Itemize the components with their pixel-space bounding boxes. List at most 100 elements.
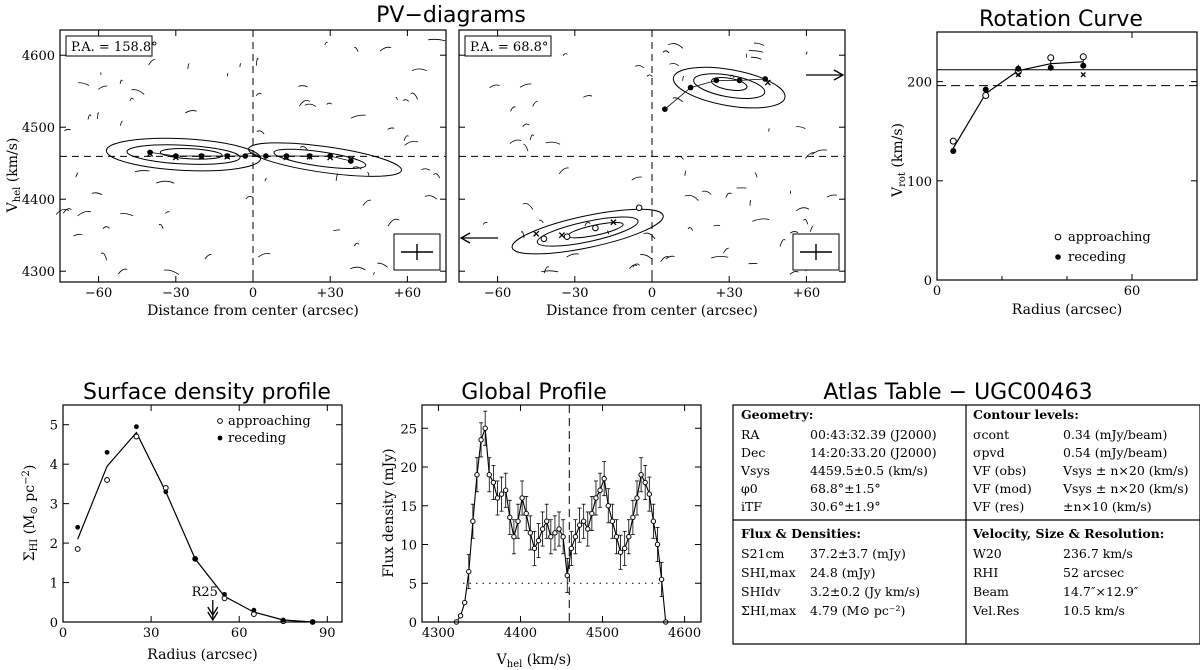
geometry-value: 4459.5±0.5 (km/s) [810, 463, 928, 478]
velocity-value: 52 arcsec [1063, 565, 1124, 580]
cross-point [558, 232, 565, 239]
approaching-point [1079, 53, 1087, 61]
noise-fragment [258, 253, 271, 258]
beam-box [393, 233, 441, 271]
velocity-key: W20 [973, 546, 1002, 561]
noise-fragment [156, 180, 175, 184]
atlas-table: Geometry: RA 00:43:32.39 (J2000) Dec 14:20:3… [732, 404, 1200, 645]
noise-fragment [120, 212, 134, 217]
geometry-key: Dec [741, 445, 765, 460]
x-tick-label: 0 [648, 286, 656, 301]
y-tick-label: 3 [50, 498, 58, 513]
noise-fragment [522, 202, 534, 210]
approaching-point [507, 514, 513, 521]
geometry-value: 00:43:32.39 (J2000) [810, 427, 937, 442]
y-tick-label: 200 [907, 76, 932, 91]
flux-key: SHIdv [741, 584, 781, 599]
noise-fragment [411, 68, 428, 72]
y-tick-label: 10 [400, 539, 417, 554]
cross-point [147, 150, 154, 157]
approaching-point [515, 518, 521, 524]
noise-fragment [779, 239, 786, 247]
model-line [150, 152, 351, 162]
receding-point [1047, 64, 1054, 71]
geometry-value: 14:20:33.20 (J2000) [810, 445, 937, 460]
noise-fragment [55, 209, 70, 215]
noise-fragment [702, 190, 712, 195]
x-tick-label: +30 [316, 286, 343, 301]
approaching-point [605, 503, 611, 509]
x-tick-label: +30 [715, 286, 742, 301]
noise-fragment [687, 227, 693, 231]
pv-diagram-1: P.A. = 158.8° −60 −30 0 +30 +60 4300 4400 4500 46… [22, 29, 447, 319]
noise-fragment [264, 178, 267, 182]
noise-fragment [640, 254, 653, 260]
approaching-point [556, 526, 562, 532]
noise-fragment [752, 218, 770, 222]
pa-label: P.A. = 68.8° [470, 40, 548, 55]
plot-frame [421, 404, 702, 623]
geometry-value: 30.6°±1.9° [810, 499, 881, 514]
noise-fragment [298, 85, 308, 88]
contour-line [248, 142, 403, 177]
approaching-point [466, 568, 472, 575]
noise-fragment [543, 266, 550, 274]
receding-point [163, 489, 169, 495]
noise-fragment [395, 96, 398, 100]
noise-fragment [662, 50, 670, 54]
approaching-point [527, 530, 534, 536]
approaching-point [982, 91, 990, 99]
receding-point [950, 148, 957, 155]
approaching-point [498, 491, 505, 497]
noise-contours [482, 42, 837, 275]
y-tick-label: 4 [50, 458, 58, 473]
approaching-point [646, 491, 653, 497]
emission-contours [511, 66, 786, 255]
receding-point [251, 607, 257, 613]
geometry-key: RA [741, 427, 760, 442]
approaching-point [630, 514, 636, 521]
noise-fragment [558, 167, 569, 175]
contour-line [536, 216, 639, 247]
noise-fragment [354, 47, 359, 53]
geometry-value: 68.8°±1.5° [810, 481, 881, 496]
receding-arrow [806, 69, 845, 81]
noise-fragment [796, 126, 806, 130]
noise-fragment [135, 170, 150, 173]
cross-stroke [172, 154, 179, 161]
approaching-point [490, 479, 497, 486]
noise-fragment [158, 224, 164, 229]
approaching-point [568, 545, 575, 552]
svg-text:Flux density (mJy): Flux density (mJy) [381, 448, 397, 577]
noise-fragment [350, 114, 366, 119]
cross-point [764, 79, 771, 86]
svg-text:ΣHI (M⊙ pc−2): ΣHI (M⊙ pc−2) [21, 465, 40, 562]
cross-stroke [610, 219, 617, 226]
noise-fragment [239, 63, 242, 67]
contours-key: σpvd [973, 445, 1005, 460]
approaching-point [563, 233, 571, 240]
noise-fragment [256, 130, 265, 135]
noise-fragment [367, 171, 370, 177]
cross-point [347, 156, 354, 163]
noise-fragment [668, 43, 684, 49]
noise-fragment [607, 230, 610, 235]
approaching-point [457, 613, 464, 619]
noise-fragment [789, 271, 799, 275]
approaching-point [638, 472, 644, 478]
x-tick-label: 30 [143, 626, 160, 641]
approaching-point [609, 518, 616, 524]
noise-fragment [789, 231, 799, 234]
x-tick-label: 0 [249, 286, 257, 301]
approaching-point [511, 534, 517, 540]
noise-fragment [805, 152, 815, 159]
cross-point [306, 153, 313, 160]
contour-line [273, 148, 367, 169]
noise-fragment [541, 270, 559, 273]
approaching-point [74, 546, 81, 552]
approaching-point [552, 530, 558, 536]
legend-receding: receding [228, 431, 286, 446]
receding-point [222, 591, 227, 597]
noise-fragment [669, 63, 680, 67]
